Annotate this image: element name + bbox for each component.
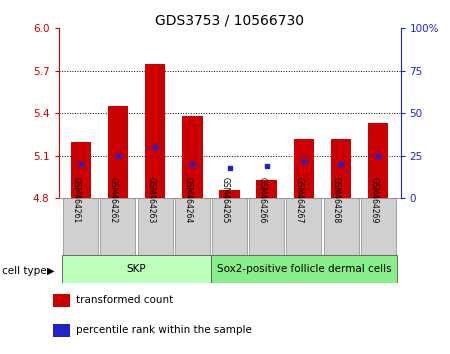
Bar xyxy=(211,255,397,283)
Text: SKP: SKP xyxy=(127,264,146,274)
Bar xyxy=(324,198,359,255)
Text: GSM464269: GSM464269 xyxy=(369,177,378,223)
Text: Sox2-positive follicle dermal cells: Sox2-positive follicle dermal cells xyxy=(216,264,391,274)
Bar xyxy=(100,198,135,255)
Bar xyxy=(71,142,91,198)
Text: GSM464264: GSM464264 xyxy=(183,177,192,223)
Text: percentile rank within the sample: percentile rank within the sample xyxy=(76,325,252,335)
Bar xyxy=(249,198,284,255)
Bar xyxy=(138,198,173,255)
Text: cell type: cell type xyxy=(2,266,47,276)
Bar xyxy=(368,123,388,198)
Bar xyxy=(182,116,202,198)
Bar xyxy=(53,324,70,337)
Text: ▶: ▶ xyxy=(47,266,55,276)
Bar xyxy=(62,255,211,283)
Bar xyxy=(212,198,247,255)
Text: GSM464263: GSM464263 xyxy=(146,177,155,223)
Text: GSM464262: GSM464262 xyxy=(109,177,118,223)
Title: GDS3753 / 10566730: GDS3753 / 10566730 xyxy=(155,13,304,27)
Bar xyxy=(361,198,396,255)
Bar xyxy=(145,64,166,198)
Text: GSM464261: GSM464261 xyxy=(72,177,81,223)
Bar xyxy=(108,106,128,198)
Bar xyxy=(331,139,351,198)
Text: GSM464266: GSM464266 xyxy=(258,177,267,223)
Bar xyxy=(286,198,321,255)
Bar xyxy=(63,198,98,255)
Text: GSM464268: GSM464268 xyxy=(332,177,341,223)
Text: GSM464267: GSM464267 xyxy=(295,177,304,223)
Bar xyxy=(175,198,210,255)
Text: GSM464265: GSM464265 xyxy=(220,177,230,223)
Bar xyxy=(256,180,277,198)
Bar xyxy=(53,294,70,307)
Bar xyxy=(293,139,314,198)
Text: transformed count: transformed count xyxy=(76,295,173,305)
Bar xyxy=(219,190,240,198)
